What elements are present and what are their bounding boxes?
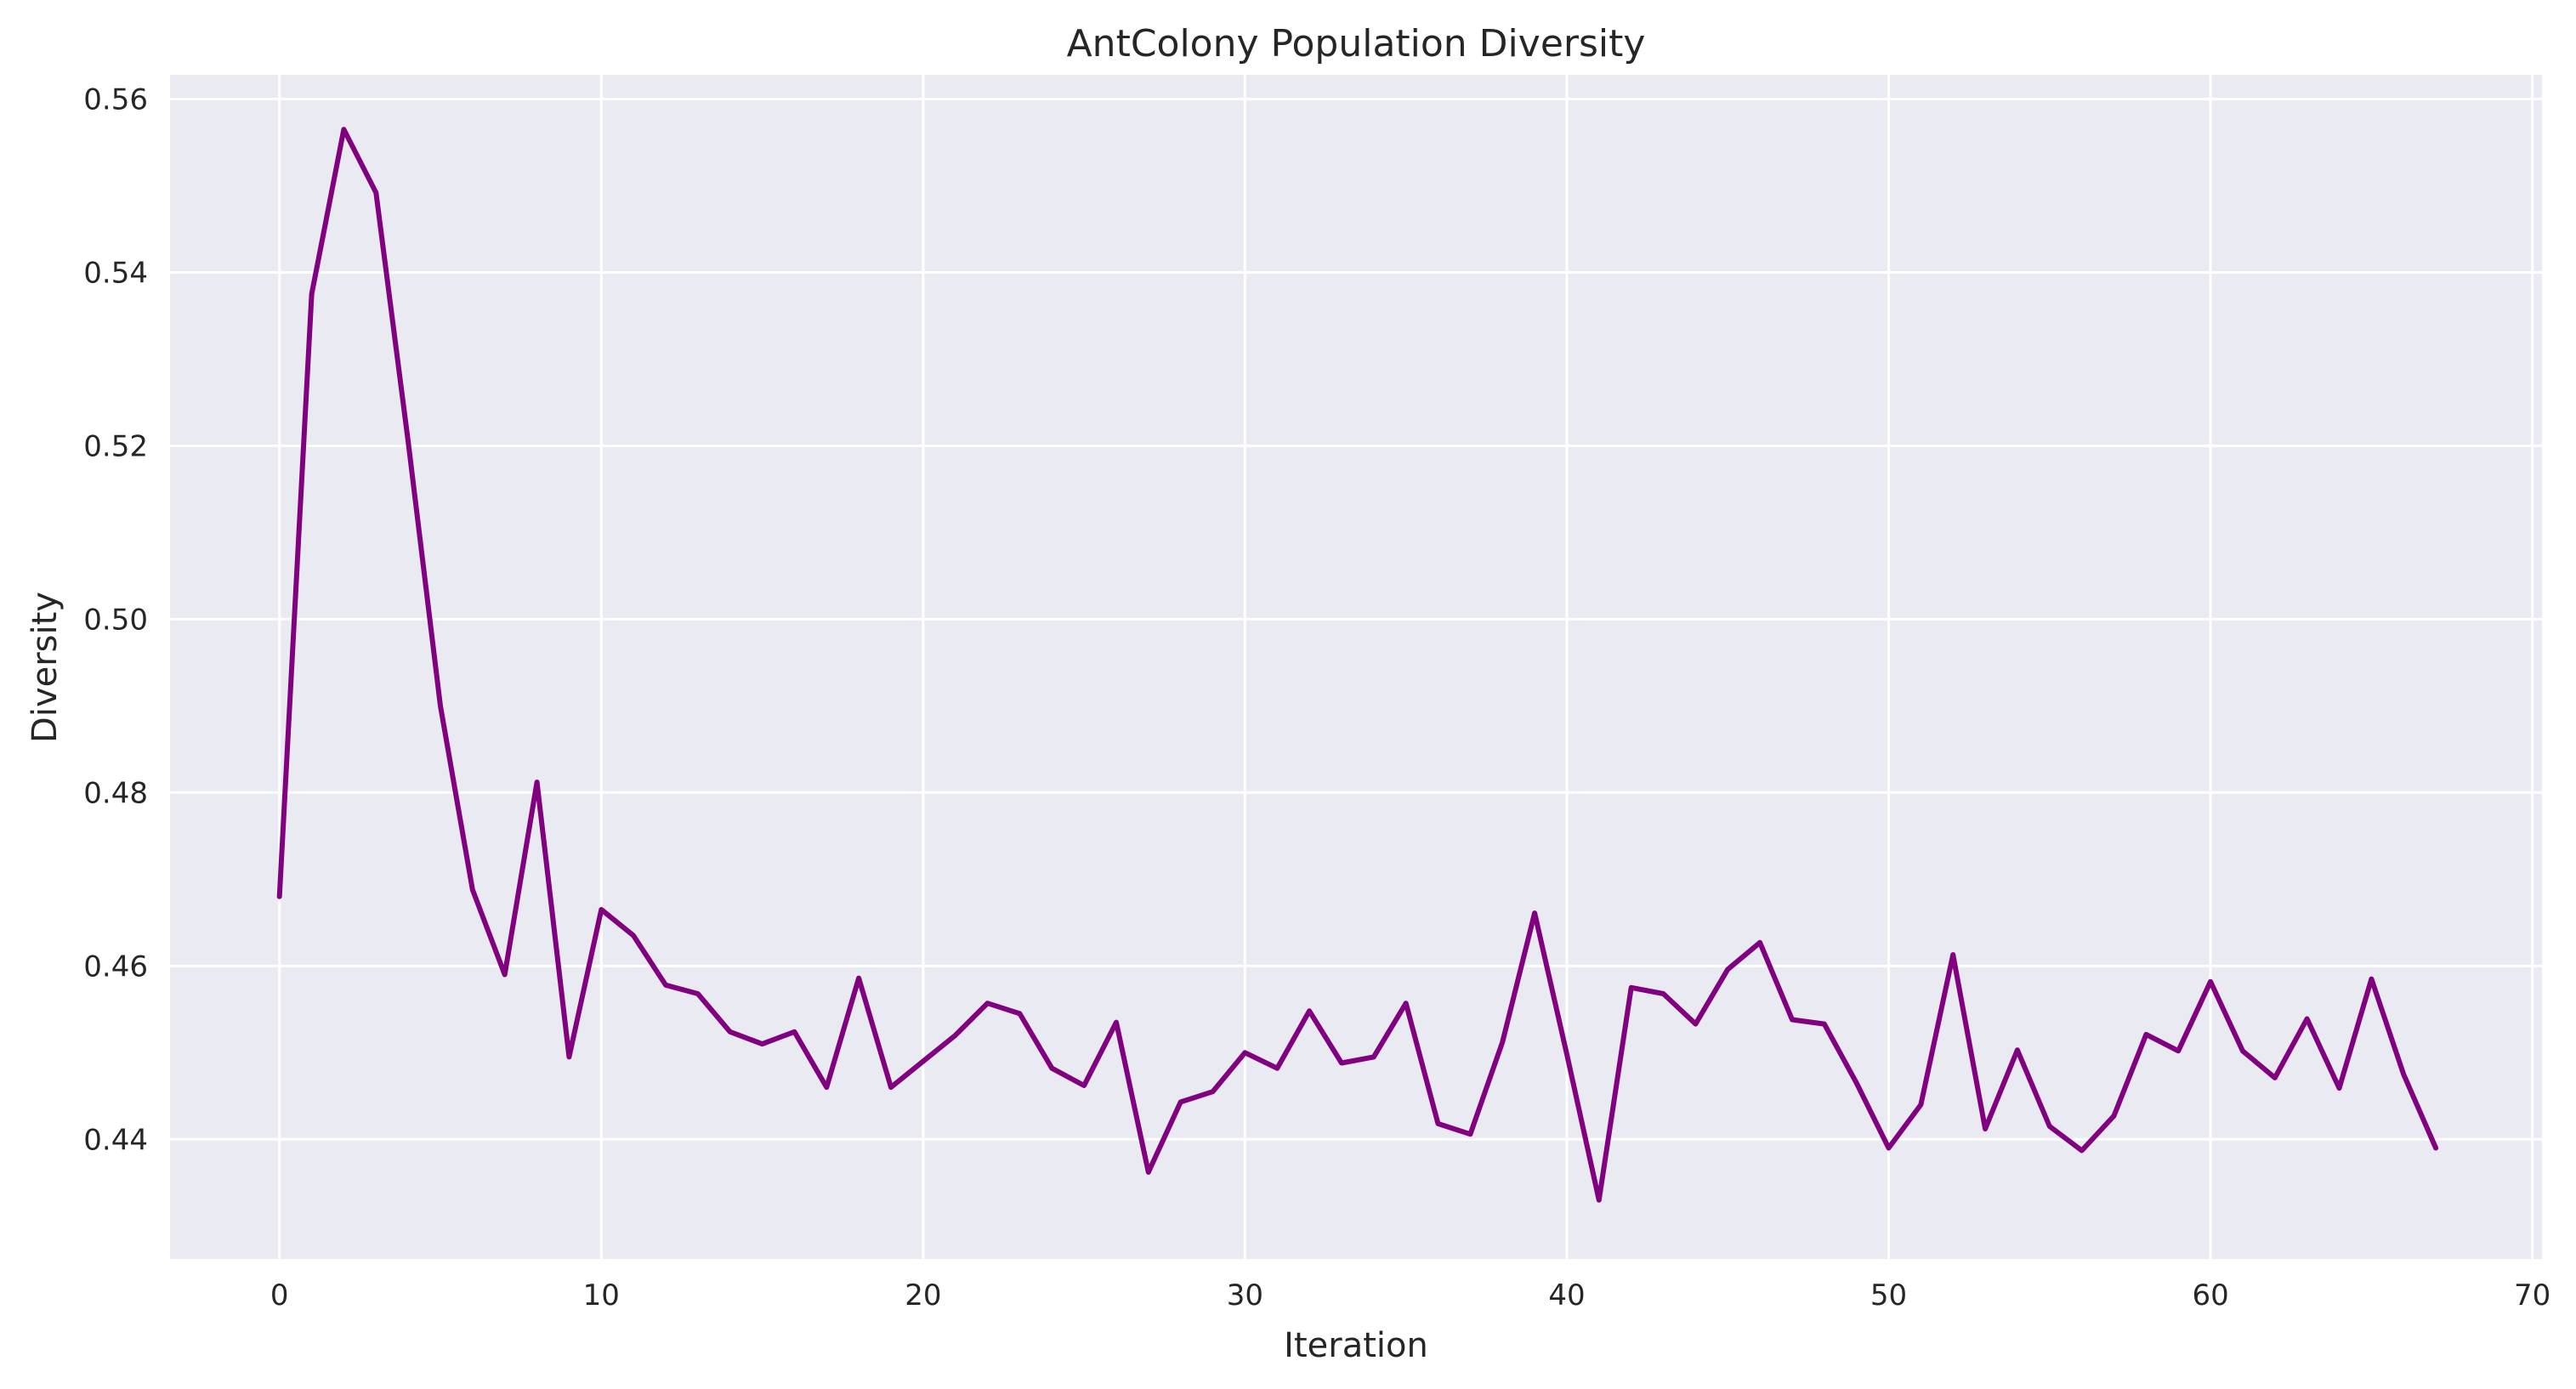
y-tick-label: 0.44 xyxy=(83,1123,148,1157)
y-tick-label: 0.52 xyxy=(83,429,148,463)
x-tick-label: 60 xyxy=(2192,1278,2228,1312)
x-tick-label: 70 xyxy=(2514,1278,2550,1312)
y-axis-label: Diversity xyxy=(26,592,65,743)
x-tick-label: 10 xyxy=(583,1278,620,1312)
x-tick-label: 30 xyxy=(1227,1278,1263,1312)
series-line xyxy=(276,127,2439,1203)
y-tick-label: 0.48 xyxy=(83,776,148,810)
y-tick-label: 0.46 xyxy=(83,950,148,984)
y-axis-ticks: 0.44 0.46 0.48 0.50 0.52 0.54 0.56 xyxy=(83,83,148,1158)
y-tick-label: 0.50 xyxy=(83,603,148,637)
chart-title: AntColony Population Diversity xyxy=(1067,22,1646,65)
x-axis-ticks: 0 10 20 30 40 50 60 70 xyxy=(270,1278,2550,1312)
x-tick-label: 0 xyxy=(270,1278,289,1312)
x-tick-label: 40 xyxy=(1548,1278,1585,1312)
grid xyxy=(170,75,2542,1259)
x-axis-label: Iteration xyxy=(1284,1326,1428,1365)
plot-area xyxy=(170,75,2542,1259)
x-tick-label: 20 xyxy=(905,1278,941,1312)
y-tick-label: 0.56 xyxy=(83,83,148,117)
x-tick-label: 50 xyxy=(1870,1278,1907,1312)
series-layer xyxy=(276,127,2439,1203)
y-tick-label: 0.54 xyxy=(83,257,148,291)
